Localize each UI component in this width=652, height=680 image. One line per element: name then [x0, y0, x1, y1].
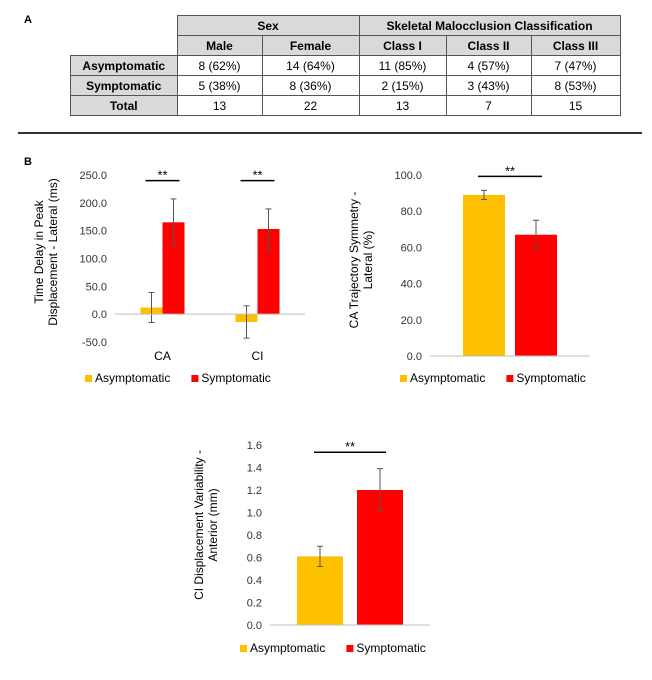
y-tick-label: 1.6	[247, 440, 262, 452]
table-cell: 4 (57%)	[445, 55, 532, 76]
y-tick-label: 1.2	[247, 485, 262, 497]
table-cell: 13	[176, 95, 263, 116]
table-cell: 5 (38%)	[176, 75, 263, 96]
y-axis-label-line: CI Displacement Variability -	[192, 450, 206, 600]
y-tick-label: 80.0	[401, 206, 422, 218]
y-tick-label: 1.4	[247, 463, 262, 475]
row-header: Total	[70, 95, 178, 116]
table-cell: 11 (85%)	[358, 55, 447, 76]
panel-divider	[18, 132, 642, 134]
y-axis-label: CA Trajectory Symmetry -Lateral (%)	[347, 192, 375, 329]
row-header: Asymptomatic	[70, 55, 178, 76]
y-axis-label-line: Displacement - Lateral (ms)	[46, 178, 60, 325]
table-cell: 13	[358, 95, 447, 116]
category-label: CA	[154, 349, 171, 363]
col-header-female: Female	[261, 35, 360, 56]
legend-swatch-symptomatic	[191, 375, 199, 382]
panel-a-label: A	[24, 14, 32, 26]
table-cell: 2 (15%)	[358, 75, 447, 96]
y-tick-label: 200.0	[79, 198, 107, 210]
legend-swatch-symptomatic	[346, 645, 354, 652]
y-tick-label: 0.8	[247, 530, 262, 542]
y-tick-label: 0.0	[407, 351, 422, 363]
y-tick-label: 40.0	[401, 279, 422, 291]
table-cell: 14 (64%)	[261, 55, 360, 76]
y-tick-label: 100.0	[394, 170, 422, 182]
trajectory-symmetry-chart: 0.0 20.0 40.0 60.0 80.0 100.0 CA Trajectory Sy…	[347, 163, 590, 385]
y-tick-label: 20.0	[401, 315, 422, 327]
table-cell: 22	[261, 95, 360, 116]
significance-marker: **	[505, 163, 515, 178]
legend-swatch-asymptomatic	[85, 375, 92, 382]
y-tick-label: -50.0	[82, 337, 107, 349]
y-tick-label: 100.0	[79, 254, 107, 266]
y-tick-label: 0.0	[92, 309, 107, 321]
y-axis-label: CI Displacement Variability -Anterior (m…	[192, 450, 220, 600]
legend-label: Symptomatic	[516, 371, 585, 385]
y-axis-label-line: Lateral (%)	[361, 231, 375, 290]
legend-label: Asymptomatic	[95, 371, 170, 385]
table-cell: 7	[445, 95, 532, 116]
y-tick-label: 1.0	[247, 508, 262, 520]
time-delay-chart: -50.0 0.0 50.0 100.0 150.0 200.0 250.0 Time Del…	[32, 168, 305, 385]
table-row: Total 13 22 13 7 15	[70, 95, 621, 116]
y-tick-label: 60.0	[401, 242, 422, 254]
legend-label: Asymptomatic	[410, 371, 485, 385]
legend-swatch-asymptomatic	[240, 645, 247, 652]
col-header-class-iii: Class III	[530, 35, 621, 56]
y-tick-label: 0.2	[247, 598, 262, 610]
table-cell: 15	[530, 95, 621, 116]
table-cell: 8 (62%)	[176, 55, 263, 76]
sex-group-header: Sex	[176, 15, 360, 36]
table-row: Asymptomatic 8 (62%) 14 (64%) 11 (85%) 4…	[70, 55, 621, 76]
table-row: Symptomatic 5 (38%) 8 (36%) 2 (15%) 3 (4…	[70, 75, 621, 96]
legend-swatch-symptomatic	[506, 375, 514, 382]
col-header-class-i: Class I	[358, 35, 447, 56]
y-tick-label: 50.0	[86, 281, 107, 293]
table-cell: 7 (47%)	[530, 55, 621, 76]
legend-label: Asymptomatic	[250, 641, 325, 655]
bar-asymptomatic	[463, 194, 505, 356]
bar-symptomatic	[515, 234, 557, 356]
table-cell: 8 (53%)	[530, 75, 621, 96]
displacement-variability-chart: 0.0 0.2 0.4 0.6 0.8 1.0 1.2 1.4 1.6 CI Displaceme…	[192, 439, 430, 655]
significance-marker: **	[252, 168, 262, 183]
y-tick-label: 0.0	[247, 620, 262, 632]
category-label: CI	[252, 349, 264, 363]
bar-symptomatic	[357, 490, 403, 625]
bar-symptomatic	[162, 222, 185, 315]
col-header-class-ii: Class II	[445, 35, 532, 56]
y-axis-label: Time Delay in PeakDisplacement - Lateral…	[32, 178, 60, 325]
y-tick-label: 250.0	[79, 170, 107, 182]
y-axis-label-line: CA Trajectory Symmetry -	[347, 192, 361, 329]
y-tick-label: 150.0	[79, 226, 107, 238]
col-header-male: Male	[176, 35, 263, 56]
y-tick-label: 0.4	[247, 575, 262, 587]
malocclusion-group-header: Skeletal Malocclusion Classification	[358, 15, 621, 36]
bar-asymptomatic	[297, 556, 343, 625]
summary-table: Sex Skeletal Malocclusion Classification…	[70, 15, 621, 116]
significance-marker: **	[345, 439, 355, 454]
table-corner-2	[71, 36, 178, 56]
table-cell: 8 (36%)	[261, 75, 360, 96]
legend-swatch-asymptomatic	[400, 375, 407, 382]
table-cell: 3 (43%)	[445, 75, 532, 96]
y-tick-label: 0.6	[247, 553, 262, 565]
legend-label: Symptomatic	[201, 371, 270, 385]
y-axis-label-line: Time Delay in Peak	[32, 199, 46, 304]
bar-symptomatic	[257, 228, 280, 315]
y-axis-label-line: Anterior (mm)	[206, 488, 220, 561]
panel-b-label: B	[24, 156, 32, 168]
row-header: Symptomatic	[70, 75, 178, 96]
table-corner	[71, 16, 178, 36]
legend-label: Symptomatic	[356, 641, 425, 655]
significance-marker: **	[157, 168, 167, 183]
